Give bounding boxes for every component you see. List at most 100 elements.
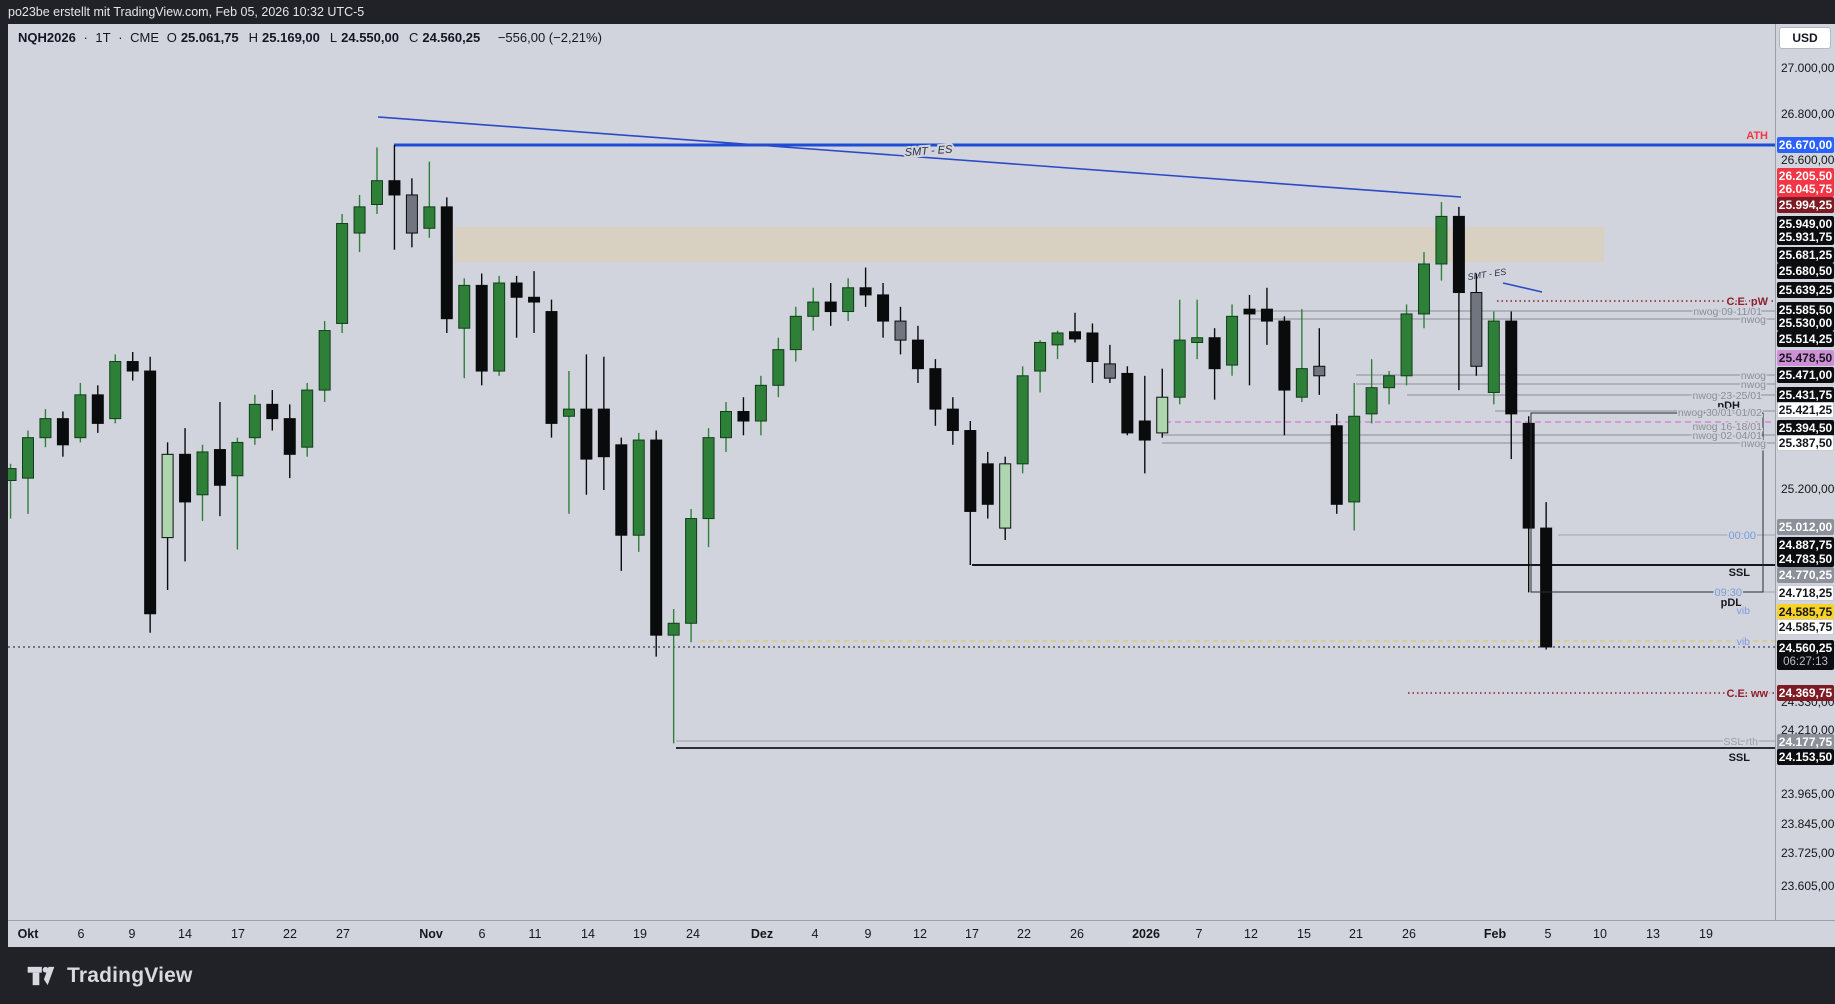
price-line-badge: 25.394,50	[1777, 420, 1834, 436]
time-tick: 19	[1699, 927, 1713, 941]
candle	[266, 403, 279, 420]
time-tick: 21	[1349, 927, 1363, 941]
level-label-nwog-16-18-01: nwog 16-18/01	[1693, 421, 1763, 433]
candle	[1156, 396, 1169, 434]
candle	[1034, 341, 1047, 372]
candle	[1016, 375, 1029, 465]
price-line-badge: 25.585,50	[1777, 302, 1834, 318]
smt-es-mini[interactable]	[1502, 282, 1543, 293]
candle	[39, 418, 52, 439]
level-label-ssl: SSL	[1729, 567, 1751, 579]
price-line-badge: 25.639,25	[1777, 282, 1834, 298]
candle	[1069, 331, 1081, 340]
ohlc-item: H	[248, 30, 259, 45]
change-value: −556,00 (−2,21%)	[497, 30, 602, 45]
interval-label[interactable]: 1T	[95, 30, 111, 45]
level-label-c-e-pw: C.E. pW	[1726, 296, 1768, 308]
candle	[8, 468, 17, 481]
time-tick: 7	[1195, 927, 1203, 941]
candle	[964, 430, 977, 512]
candle	[772, 349, 785, 386]
candle	[510, 282, 523, 298]
time-axis[interactable]: Okt 6 9 14 17 22 27 Nov 6 11 14 19 24 Dez 4 9 12 17 22 26 20…	[8, 920, 1835, 947]
level-label-nwog: nwog	[1741, 314, 1766, 326]
candle	[702, 437, 715, 520]
candle	[911, 339, 924, 370]
candle	[999, 463, 1012, 529]
price-axis[interactable]: 27.000,00 26.800,00 26.600,00 25.200,00 24.3…	[1775, 24, 1835, 920]
candle	[685, 518, 698, 624]
candle	[1487, 320, 1500, 393]
candle	[877, 294, 890, 322]
separator: ·	[83, 30, 88, 45]
candle	[632, 439, 645, 536]
candle	[109, 361, 122, 420]
candle	[301, 389, 314, 448]
footer-bar: TradingView	[0, 947, 1835, 1004]
candle	[545, 311, 558, 424]
currency-button[interactable]: USD	[1779, 27, 1831, 49]
symbol-legend[interactable]: NQH2026 · 1T · CME O 25.061,75 H 25.169,00 L…	[18, 30, 606, 45]
candle	[248, 403, 261, 439]
symbol-name[interactable]: NQH2026	[18, 30, 76, 45]
time-tick: Feb	[1483, 927, 1507, 941]
candle	[1522, 422, 1535, 529]
price-line-badge: 25.387,50	[1777, 435, 1834, 451]
candle	[842, 287, 855, 313]
candle	[318, 330, 331, 391]
candle	[388, 180, 401, 196]
candle	[1121, 372, 1134, 434]
ohlc-value: 24.550,00	[341, 30, 399, 45]
time-tick: 26	[1070, 927, 1084, 941]
time-tick: 26	[1402, 927, 1416, 941]
tradingview-logo-icon[interactable]	[26, 961, 56, 991]
price-line-badge: 25.994,25	[1777, 197, 1834, 213]
time-tick: 17	[965, 927, 979, 941]
tradingview-wordmark[interactable]: TradingView	[67, 963, 193, 987]
candle	[1278, 320, 1291, 391]
ohlc-item: L	[329, 30, 338, 45]
bar-countdown: 06:27:13	[1783, 656, 1828, 668]
candle	[56, 418, 69, 446]
price-tick: 23.845,00	[1781, 817, 1835, 831]
smt-es-trendline[interactable]	[377, 116, 1462, 198]
time-tick: Nov	[419, 927, 443, 941]
price-line-badge: 24.718,25	[1777, 585, 1834, 601]
candle	[1400, 313, 1413, 377]
candle	[1505, 320, 1518, 415]
candle	[196, 451, 209, 496]
candle	[1383, 375, 1396, 389]
candle	[650, 439, 663, 636]
ohlc-item: O	[166, 30, 177, 45]
candle	[580, 408, 593, 460]
price-line-badge: 26.045,75	[1777, 181, 1834, 197]
candle	[946, 408, 959, 432]
level-label-pdl: pDL	[1721, 597, 1743, 609]
level-label-vib: vib	[1737, 636, 1751, 648]
trendline-label: SMT - ES	[904, 144, 953, 159]
price-tick: 23.725,00	[1781, 846, 1835, 860]
candle	[371, 180, 383, 205]
attribution-text: po23be erstellt mit TradingView.com, Feb…	[8, 5, 365, 19]
level-label-nwog-30-01-01-02: nwog 30/01-01/02	[1678, 407, 1762, 419]
time-tick: 19	[633, 927, 647, 941]
time-tick: 14	[581, 927, 595, 941]
separator: ·	[118, 30, 123, 45]
candle	[231, 441, 244, 477]
candle	[720, 410, 732, 439]
level-label-nwog-02-04-01: nwog 02-04/01	[1693, 430, 1763, 442]
price-tick: 25.200,00	[1781, 482, 1835, 496]
price-line-badge: 24.369,75	[1777, 685, 1834, 701]
level-label-c-e-ww: C.E. ww	[1726, 688, 1768, 700]
candle	[528, 296, 541, 303]
supply-zone	[455, 227, 1604, 262]
pdh-pdl-box[interactable]	[1530, 412, 1764, 593]
ohlc-value: 24.560,25	[422, 30, 481, 45]
candle	[1295, 368, 1308, 398]
candle	[1260, 308, 1273, 322]
candle	[1435, 215, 1448, 265]
time-tick: 4	[811, 927, 819, 941]
candle	[1418, 263, 1430, 315]
time-tick: 13	[1646, 927, 1660, 941]
